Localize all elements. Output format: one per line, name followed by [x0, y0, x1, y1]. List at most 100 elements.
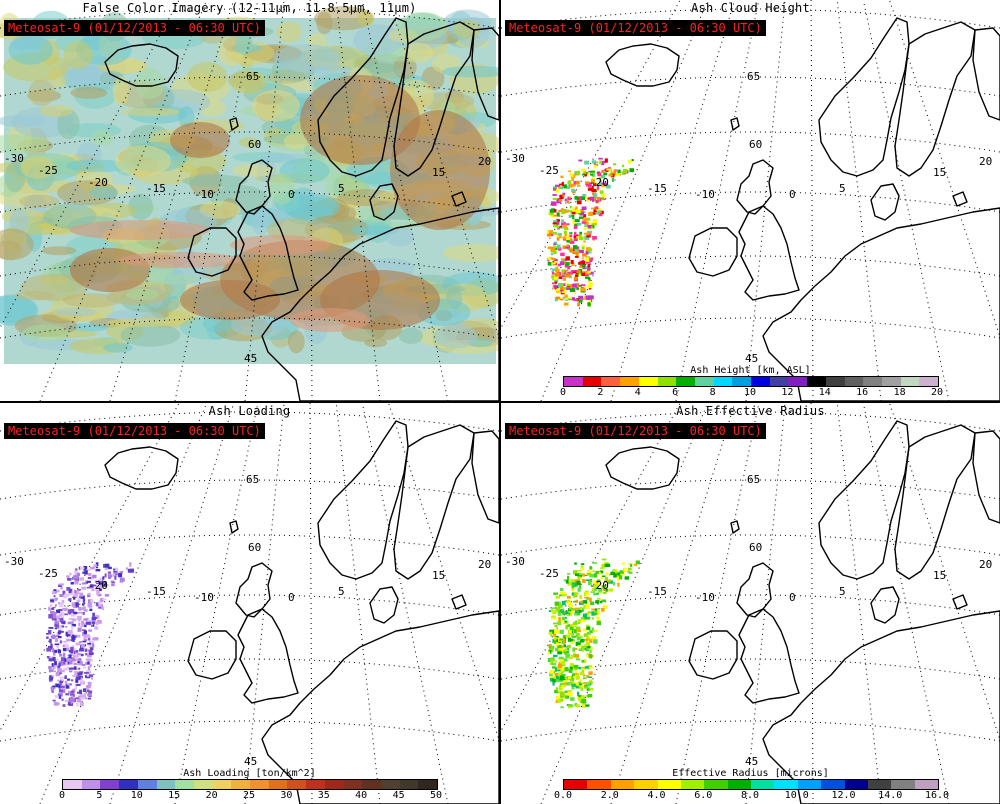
ash-pixel [51, 616, 57, 621]
ash-pixel [561, 610, 567, 614]
latitude-line [0, 534, 499, 556]
ash-pixel [555, 266, 558, 270]
longitude-line [39, 0, 208, 401]
ash-pixel [572, 270, 578, 272]
ash-pixel [86, 676, 90, 679]
ash-pixel [552, 681, 555, 686]
ash-pixel [78, 622, 81, 626]
ash-pixel [95, 602, 99, 606]
ash-pixel [551, 258, 556, 261]
colorbar-swatch [119, 780, 138, 789]
ash-pixel [588, 299, 591, 303]
ash-pixel [113, 570, 118, 573]
ash-pixel [573, 593, 577, 597]
ash-pixel [576, 170, 581, 176]
ash-pixel [593, 580, 598, 585]
ash-pixel [83, 688, 87, 692]
ash-pixel [77, 695, 81, 700]
ash-pixel [585, 612, 590, 616]
colorbar-swatch [100, 780, 120, 789]
ash-pixel [77, 597, 81, 602]
ash-pixel [92, 612, 95, 617]
coastline-norway [818, 17, 910, 177]
ash-pixel [559, 657, 564, 662]
ash-pixel [590, 170, 595, 173]
ash-pixel [633, 563, 638, 566]
ash-pixel [85, 685, 89, 689]
ash-pixel [83, 666, 85, 669]
ash-pixel [65, 661, 68, 666]
colorbar-swatch [193, 780, 213, 789]
ash-pixel [598, 571, 601, 575]
ash-pixel [54, 612, 57, 614]
ash-pixel [82, 598, 86, 603]
ash-pixel [567, 676, 572, 679]
ash-pixel [581, 645, 586, 648]
latitude-line [501, 594, 1000, 616]
ash-pixel [585, 649, 589, 652]
ash-pixel [85, 658, 91, 661]
ash-pixel [561, 608, 565, 611]
ash-pixel [562, 245, 567, 249]
ash-pixel [556, 221, 560, 225]
ash-pixel [589, 566, 593, 570]
ash-pixel [76, 674, 79, 679]
ash-pixel [107, 571, 112, 576]
ash-pixel [592, 199, 595, 202]
ash-pixel [593, 163, 596, 165]
ash-pixel [561, 181, 564, 187]
imagery-cloud [103, 343, 133, 353]
ash-pixel [578, 679, 583, 681]
ash-pixel [90, 647, 94, 650]
ash-pixel [590, 601, 595, 605]
ash-pixel [587, 611, 592, 614]
ash-pixel [576, 200, 582, 205]
ash-pixel [597, 196, 601, 201]
ash-pixel [570, 270, 574, 275]
ash-pixel [50, 643, 53, 647]
ash-pixel [567, 185, 570, 189]
imagery-cloud [279, 158, 330, 184]
ash-pixel [71, 679, 74, 682]
ash-loading-panel: -30 -25 -20 -15 -10 0 5 15 20 65 60 45 Ash Loading … [0, 403, 499, 804]
ash-pixel [581, 579, 586, 583]
false-color-map: -30 -25 -20 -15 -10 0 5 15 20 65 60 45 [0, 0, 499, 401]
ash-pixel [552, 194, 557, 196]
ash-pixel [599, 190, 604, 194]
latitude-line [0, 8, 499, 29]
ash-pixel [47, 630, 52, 635]
ash-pixel [51, 634, 56, 639]
ash-pixel [583, 686, 589, 689]
ash-pixel [598, 157, 603, 160]
longitude-line [675, 403, 760, 804]
ash-pixel [547, 246, 552, 250]
colorbar-swatch [844, 377, 864, 386]
ash-pixel [586, 260, 591, 264]
latitude-line [501, 191, 1000, 213]
ash-pixel [88, 585, 91, 588]
ash-pixel [593, 193, 598, 198]
ash-pixel [73, 605, 78, 609]
ash-pixel [549, 209, 555, 213]
ash-pixel [564, 269, 569, 272]
imagery-cloud [39, 105, 74, 117]
ash-pixel [79, 641, 82, 643]
ash-pixel [585, 217, 591, 221]
ash-pixel [570, 623, 574, 627]
coastline-scotland [736, 562, 774, 618]
ash-pixel [85, 621, 91, 625]
ash-pixel [596, 183, 600, 185]
ash-pixel [77, 589, 81, 591]
ash-pixel [70, 649, 74, 654]
ash-pixel [98, 580, 103, 584]
ash-pixel [593, 161, 599, 164]
ash-pixel [582, 677, 587, 680]
ash-pixel [58, 662, 61, 668]
ash-pixel [553, 188, 557, 191]
longitude-label: -20 [589, 579, 609, 592]
coastline-scotland [736, 159, 774, 215]
colorbar-tick-label: 0.0 [553, 790, 573, 801]
ash-pixel [79, 577, 85, 581]
ash-pixel [70, 621, 74, 624]
ash-pixel [552, 231, 557, 234]
